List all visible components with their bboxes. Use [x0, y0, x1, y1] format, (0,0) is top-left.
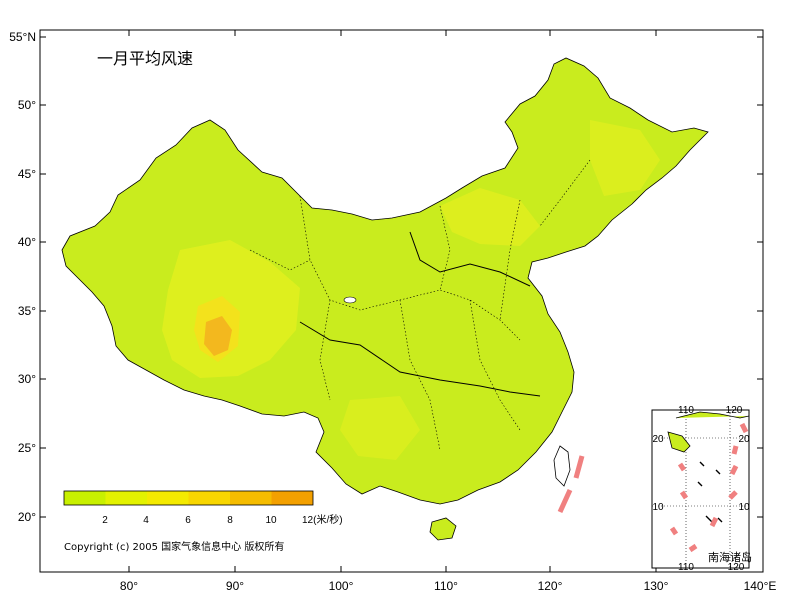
wind-zone-southwest — [340, 396, 420, 460]
inset-right-tick: 20 — [738, 434, 750, 445]
x-tick-label: 100° — [329, 579, 354, 593]
legend-swatch — [147, 491, 189, 505]
wind-zone-north — [440, 188, 540, 246]
x-tick-label: 130° — [644, 579, 669, 593]
wind-zone-northeast — [590, 120, 660, 196]
y-tick-label: 35° — [18, 304, 36, 318]
x-axis — [128, 30, 657, 572]
copyright-notice: Copyright (c) 2005 国家气象信息中心 版权所有 — [64, 540, 284, 553]
legend-swatch — [230, 491, 272, 505]
legend-tick-label: 4 — [143, 515, 149, 526]
inset-right-tick: 10 — [738, 502, 750, 513]
legend-tick-label: 12(米/秒) — [302, 513, 343, 526]
legend-tick-label: 2 — [102, 515, 108, 526]
inset-frame — [651, 409, 750, 569]
inset-islands — [697, 461, 723, 523]
inset-nine-dash-line — [669, 422, 749, 553]
inset-top-tick: 120 — [726, 405, 743, 416]
major-rivers — [299, 231, 541, 397]
x-tick-label: 110° — [434, 579, 458, 593]
wind-zone-peak — [204, 316, 232, 356]
china-landmass — [61, 57, 709, 505]
y-tick-label: 40° — [18, 235, 36, 249]
y-tick-label: 55°N — [9, 30, 36, 44]
y-tick-label: 45° — [18, 167, 36, 181]
y-tick-label: 50° — [18, 98, 36, 112]
inset-left-tick: 20 — [652, 434, 664, 445]
province-boundaries — [249, 159, 591, 451]
inset-top-tick: 110 — [678, 405, 694, 416]
y-axis — [40, 36, 763, 518]
legend-swatch — [271, 491, 313, 505]
inset-left-tick: 10 — [652, 502, 664, 513]
legend-swatch — [188, 491, 230, 505]
inset-grid — [652, 410, 749, 568]
legend-tick-label: 10 — [265, 515, 277, 526]
wind-speed-legend: 2 4 6 8 10 12(米/秒) — [63, 490, 343, 526]
x-tick-label: 90° — [226, 579, 244, 593]
qinghai-lake — [343, 296, 357, 304]
inset-bottom-tick: 110 — [678, 562, 694, 573]
south-china-sea-inset: 110 120 110 120 20 10 20 10 南海诸岛 — [651, 405, 752, 573]
inset-bottom-tick: 120 — [728, 562, 745, 573]
y-tick-label: 25° — [18, 441, 36, 455]
sea-boundary-dashes — [557, 455, 585, 514]
legend-swatch — [64, 491, 106, 505]
hainan-island — [429, 517, 457, 541]
legend-swatch — [105, 491, 147, 505]
inset-title: 南海诸岛 — [708, 550, 752, 564]
china-wind-map — [61, 57, 709, 541]
x-tick-label: 140°E — [744, 579, 777, 593]
y-tick-label: 20° — [18, 510, 36, 524]
legend-tick-label: 8 — [227, 515, 233, 526]
x-tick-label: 80° — [120, 579, 138, 593]
legend-tick-label: 6 — [185, 515, 191, 526]
inset-coastline — [667, 411, 750, 453]
y-tick-label: 30° — [18, 372, 36, 386]
legend-frame — [63, 490, 314, 506]
map-title: 一月平均风速 — [97, 49, 193, 68]
taiwan-island — [553, 445, 571, 487]
x-tick-label: 120° — [538, 579, 563, 593]
